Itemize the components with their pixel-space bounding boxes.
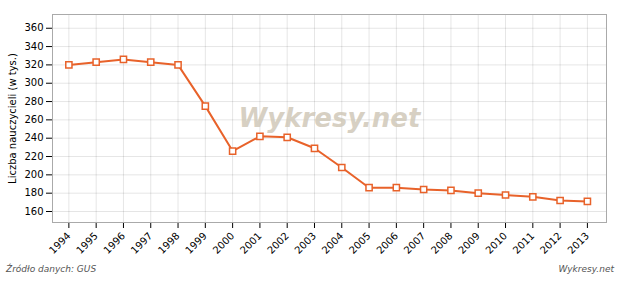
svg-text:Liczba nauczycieli (w tys.): Liczba nauczycieli (w tys.) <box>7 53 18 184</box>
html-text:Źródło danych: GUS: Źródło danych: GUS <box>6 264 97 274</box>
svg-text:180: 180 <box>24 187 43 198</box>
svg-text:360: 360 <box>24 22 43 33</box>
svg-text:2005: 2005 <box>347 230 373 256</box>
svg-text:160: 160 <box>24 206 43 217</box>
svg-text:2013: 2013 <box>565 230 591 256</box>
svg-text:1994: 1994 <box>47 230 73 256</box>
svg-text:2012: 2012 <box>538 230 564 256</box>
svg-text:320: 320 <box>24 59 43 70</box>
svg-text:Wykresy.net: Wykresy.net <box>239 103 422 133</box>
svg-text:200: 200 <box>24 169 43 180</box>
svg-text:2002: 2002 <box>265 230 291 256</box>
svg-text:240: 240 <box>24 132 43 143</box>
svg-text:260: 260 <box>24 114 43 125</box>
svg-text:1997: 1997 <box>129 230 155 256</box>
svg-text:2000: 2000 <box>211 230 237 256</box>
html-text:Wykresy.net: Wykresy.net <box>558 264 614 274</box>
svg-text:2010: 2010 <box>483 230 509 256</box>
svg-text:2008: 2008 <box>429 230 455 256</box>
svg-text:340: 340 <box>24 41 43 52</box>
svg-text:2004: 2004 <box>320 230 346 256</box>
svg-text:2003: 2003 <box>292 230 318 256</box>
svg-text:300: 300 <box>24 77 43 88</box>
svg-text:2006: 2006 <box>374 230 400 256</box>
svg-text:280: 280 <box>24 96 43 107</box>
svg-text:1995: 1995 <box>74 230 100 256</box>
svg-text:2007: 2007 <box>402 230 428 256</box>
svg-text:1996: 1996 <box>101 230 127 256</box>
svg-text:2011: 2011 <box>511 230 537 256</box>
svg-text:220: 220 <box>24 151 43 162</box>
svg-text:2009: 2009 <box>456 230 482 256</box>
svg-text:1998: 1998 <box>156 230 182 256</box>
svg-text:1999: 1999 <box>183 230 209 256</box>
svg-text:2001: 2001 <box>238 230 264 256</box>
